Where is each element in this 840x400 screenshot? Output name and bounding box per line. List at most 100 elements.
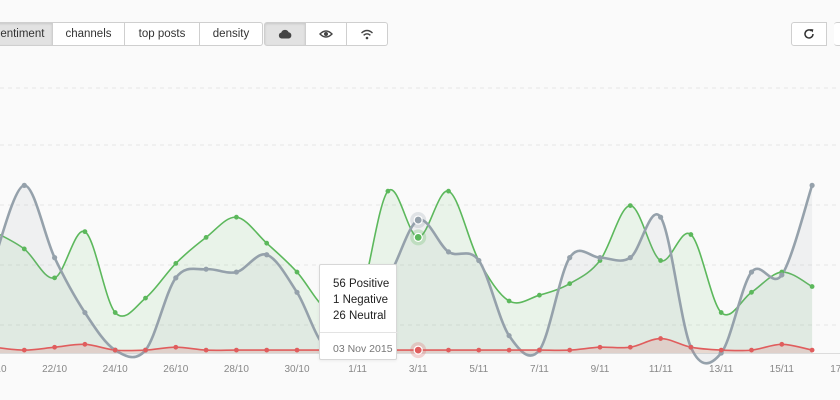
positive-point: [173, 261, 179, 266]
positive-point: [203, 235, 209, 240]
tab-density-label: density: [212, 28, 250, 40]
tab-density[interactable]: density: [200, 22, 263, 46]
wifi-toggle-button[interactable]: [347, 22, 388, 46]
x-tick-label: 15/11: [770, 364, 795, 375]
neutral-point: [567, 255, 573, 261]
positive-point: [537, 292, 542, 298]
negative-series-area: [0, 338, 813, 353]
x-tick-label: 28/10: [224, 364, 249, 375]
view-tab-group: sentiment channels top posts density: [0, 22, 263, 46]
eye-toggle-button[interactable]: [306, 22, 347, 46]
negative-point: [264, 347, 270, 353]
neutral-highlight-point: [413, 215, 423, 225]
positive-point: [143, 295, 148, 301]
x-tick-label: 3/11: [409, 364, 428, 375]
x-tick-label: 17/11: [830, 364, 840, 375]
positive-point: [506, 298, 512, 304]
tooltip-divider: [320, 332, 398, 333]
negative-point: [718, 347, 724, 353]
negative-point: [52, 344, 57, 350]
neutral-point: [294, 289, 300, 295]
negative-point: [688, 344, 694, 350]
neutral-point: [809, 182, 815, 188]
negative-point: [476, 347, 482, 353]
neutral-point: [627, 255, 633, 261]
positive-point: [749, 289, 754, 295]
negative-point: [506, 347, 512, 353]
negative-point: [21, 347, 27, 353]
cloud-icon: [278, 29, 292, 39]
neutral-point: [203, 266, 209, 272]
negative-point: [779, 341, 785, 347]
chart-tooltip: 56 Positive 1 Negative 26 Neutral 03 Nov…: [319, 264, 398, 360]
negative-point: [294, 347, 300, 353]
negative-point: [627, 344, 633, 350]
negative-series-line: [0, 337, 813, 352]
negative-point: [446, 347, 451, 353]
tab-channels[interactable]: channels: [53, 22, 125, 46]
eye-icon: [319, 30, 333, 38]
negative-highlight-point: [413, 345, 423, 355]
cloud-toggle-button[interactable]: [264, 22, 306, 46]
refresh-button[interactable]: [791, 22, 827, 46]
positive-point: [52, 275, 57, 281]
x-tick-label: 7/11: [530, 364, 549, 375]
neutral-point: [597, 255, 603, 261]
tab-top-posts-label: top posts: [138, 28, 186, 40]
neutral-series-area: [0, 185, 813, 364]
negative-point: [143, 347, 148, 353]
neutral-point: [748, 269, 755, 275]
icon-toggle-group: [264, 22, 388, 46]
neutral-point: [264, 252, 270, 258]
next-toolbar-button[interactable]: [834, 22, 840, 46]
neutral-point: [21, 182, 27, 188]
negative-point: [112, 347, 118, 353]
positive-point: [446, 188, 451, 194]
positive-highlight-point: [413, 232, 423, 242]
tab-sentiment-label: sentiment: [0, 28, 45, 40]
negative-point: [658, 336, 663, 341]
neutral-point: [658, 214, 664, 220]
negative-point: [809, 347, 815, 353]
neutral-point: [52, 255, 58, 261]
tooltip-neutral: 26 Neutral: [333, 310, 387, 322]
neutral-point: [82, 309, 88, 316]
negative-point: [597, 344, 603, 350]
negative-point: [173, 344, 179, 350]
negative-point: [82, 341, 88, 347]
positive-point: [112, 310, 118, 315]
positive-point: [385, 188, 391, 194]
tooltip-date: 03 Nov 2015: [333, 343, 393, 355]
x-tick-label: 30/10: [284, 364, 309, 375]
x-tick-label: 20/10: [0, 364, 7, 375]
x-tick-label: 9/11: [591, 364, 610, 375]
positive-point: [82, 229, 88, 235]
tab-sentiment[interactable]: sentiment: [0, 22, 53, 46]
negative-point: [749, 347, 754, 353]
negative-point: [567, 347, 573, 353]
wifi-icon: [361, 29, 373, 39]
negative-point: [234, 347, 239, 353]
x-tick-label: 13/11: [709, 364, 734, 375]
positive-point: [809, 284, 815, 289]
neutral-point: [476, 257, 482, 264]
tooltip-negative: 1 Negative: [333, 294, 388, 306]
positive-point: [21, 246, 27, 252]
positive-point: [718, 310, 724, 315]
positive-point: [658, 258, 663, 263]
tab-top-posts[interactable]: top posts: [125, 22, 200, 46]
positive-point: [264, 240, 270, 246]
x-tick-label: 1/11: [348, 364, 367, 375]
x-tick-label: 22/10: [42, 364, 67, 375]
positive-point: [627, 203, 633, 209]
negative-point: [537, 347, 542, 353]
x-tick-label: 24/10: [103, 364, 128, 375]
positive-series-area: [0, 189, 813, 353]
tab-channels-label: channels: [65, 28, 112, 40]
x-tick-label: 5/11: [469, 364, 488, 375]
neutral-point: [233, 269, 239, 275]
positive-point: [294, 269, 300, 275]
neutral-point: [445, 249, 452, 255]
positive-series-line: [0, 188, 813, 319]
